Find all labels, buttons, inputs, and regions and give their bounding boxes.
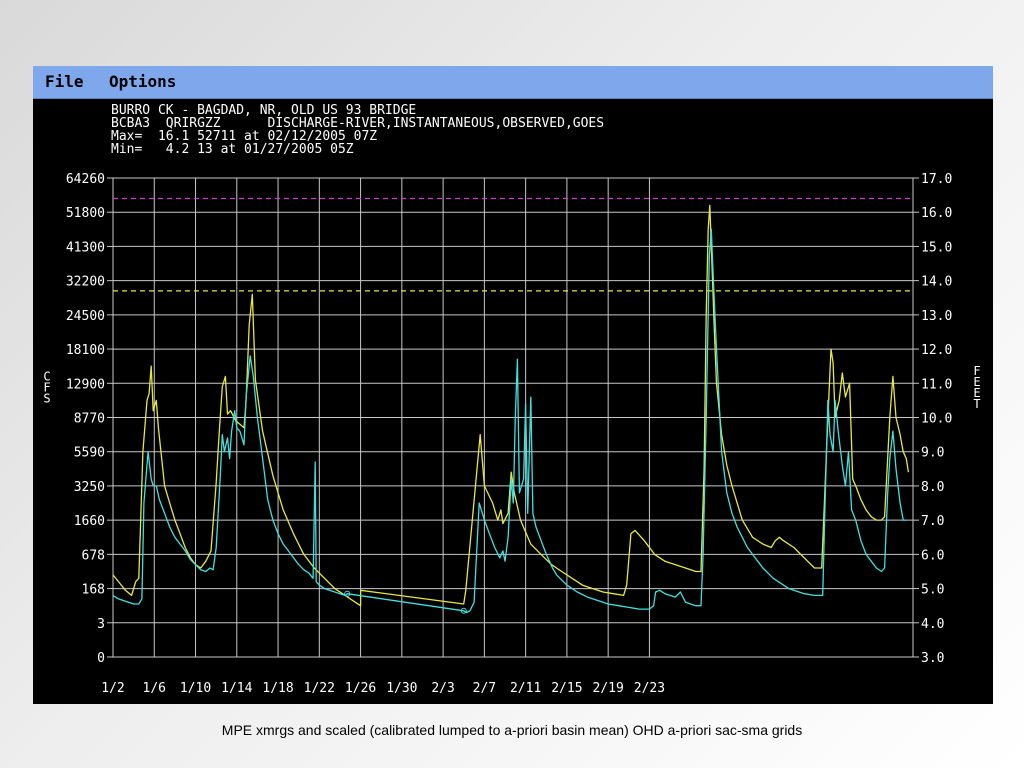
y-axis-label-left: F <box>43 381 50 395</box>
y-left-tick-label: 3250 <box>74 480 105 495</box>
x-tick-label: 1/14 <box>221 681 252 696</box>
x-tick-label: 2/7 <box>473 681 496 696</box>
series-gap-marker <box>344 590 351 597</box>
y-axis-label-right: T <box>973 397 980 411</box>
x-tick-label: 2/23 <box>634 681 665 696</box>
hydrograph-window: BURRO CK - BAGDAD, NR, OLD US 93 BRIDGE B… <box>33 66 993 704</box>
y-left-tick-label: 18100 <box>66 343 105 358</box>
header-line: BURRO CK - BAGDAD, NR, OLD US 93 BRIDGE <box>111 103 416 118</box>
y-right-tick-label: 4.0 <box>921 617 944 632</box>
y-right-tick-label: 7.0 <box>921 514 944 529</box>
menu-bar: File Options <box>33 66 993 99</box>
y-right-tick-label: 13.0 <box>921 309 952 324</box>
y-left-tick-label: 3 <box>97 617 105 632</box>
y-axis-label-right: F <box>973 364 980 378</box>
y-right-tick-label: 16.0 <box>921 206 952 221</box>
y-left-tick-label: 51800 <box>66 206 105 221</box>
x-tick-label: 1/30 <box>386 681 417 696</box>
header-line: Max= 16.1 52711 at 02/12/2005 07Z <box>111 129 377 144</box>
slide-caption: MPE xmrgs and scaled (calibrated lumped … <box>221 722 803 738</box>
header-line: BCBA3 QRIRGZZ DISCHARGE-RIVER,INSTANTANE… <box>111 116 604 131</box>
series-gap-marker <box>460 607 467 614</box>
x-tick-label: 1/18 <box>262 681 293 696</box>
y-right-tick-label: 14.0 <box>921 275 952 290</box>
y-right-tick-label: 11.0 <box>921 377 952 392</box>
observed-series-line <box>112 204 910 607</box>
y-right-tick-label: 15.0 <box>921 240 952 255</box>
y-right-tick-label: 8.0 <box>921 480 944 495</box>
y-right-tick-label: 9.0 <box>921 446 944 461</box>
x-tick-label: 1/22 <box>304 681 335 696</box>
y-axis-label-left: C <box>43 370 50 384</box>
y-left-tick-label: 1660 <box>74 514 105 529</box>
y-right-tick-label: 5.0 <box>921 583 944 598</box>
y-left-tick-label: 24500 <box>66 309 105 324</box>
x-tick-label: 1/6 <box>143 681 166 696</box>
x-tick-label: 1/26 <box>345 681 376 696</box>
y-right-tick-label: 17.0 <box>921 172 952 187</box>
menu-options[interactable]: Options <box>109 72 177 91</box>
x-tick-label: 2/3 <box>431 681 454 696</box>
y-right-tick-label: 6.0 <box>921 548 944 563</box>
x-tick-label: 2/19 <box>593 681 624 696</box>
y-axis-label-right: E <box>973 375 980 389</box>
y-left-tick-label: 0 <box>97 651 105 666</box>
y-left-tick-label: 12900 <box>66 377 105 392</box>
simulated-series-line <box>112 228 907 614</box>
hydrograph-chart: BURRO CK - BAGDAD, NR, OLD US 93 BRIDGEB… <box>43 103 980 696</box>
y-left-tick-label: 32200 <box>66 275 105 290</box>
y-right-tick-label: 3.0 <box>921 651 944 666</box>
menu-file[interactable]: File <box>45 72 84 91</box>
y-axis-label-right: E <box>973 386 980 400</box>
x-tick-label: 2/11 <box>510 681 541 696</box>
plot-frame <box>112 177 914 658</box>
y-axis-label-left: S <box>43 392 50 406</box>
x-tick-label: 1/10 <box>180 681 211 696</box>
y-left-tick-label: 41300 <box>66 240 105 255</box>
y-left-tick-label: 678 <box>82 548 105 563</box>
y-right-tick-label: 12.0 <box>921 343 952 358</box>
x-tick-label: 1/2 <box>101 681 124 696</box>
x-tick-label: 2/15 <box>551 681 582 696</box>
y-left-tick-label: 5590 <box>74 446 105 461</box>
y-right-tick-label: 10.0 <box>921 412 952 427</box>
y-left-tick-label: 64260 <box>66 172 105 187</box>
header-line: Min= 4.2 13 at 01/27/2005 05Z <box>111 142 354 157</box>
y-left-tick-label: 168 <box>82 583 105 598</box>
y-left-tick-label: 8770 <box>74 412 105 427</box>
